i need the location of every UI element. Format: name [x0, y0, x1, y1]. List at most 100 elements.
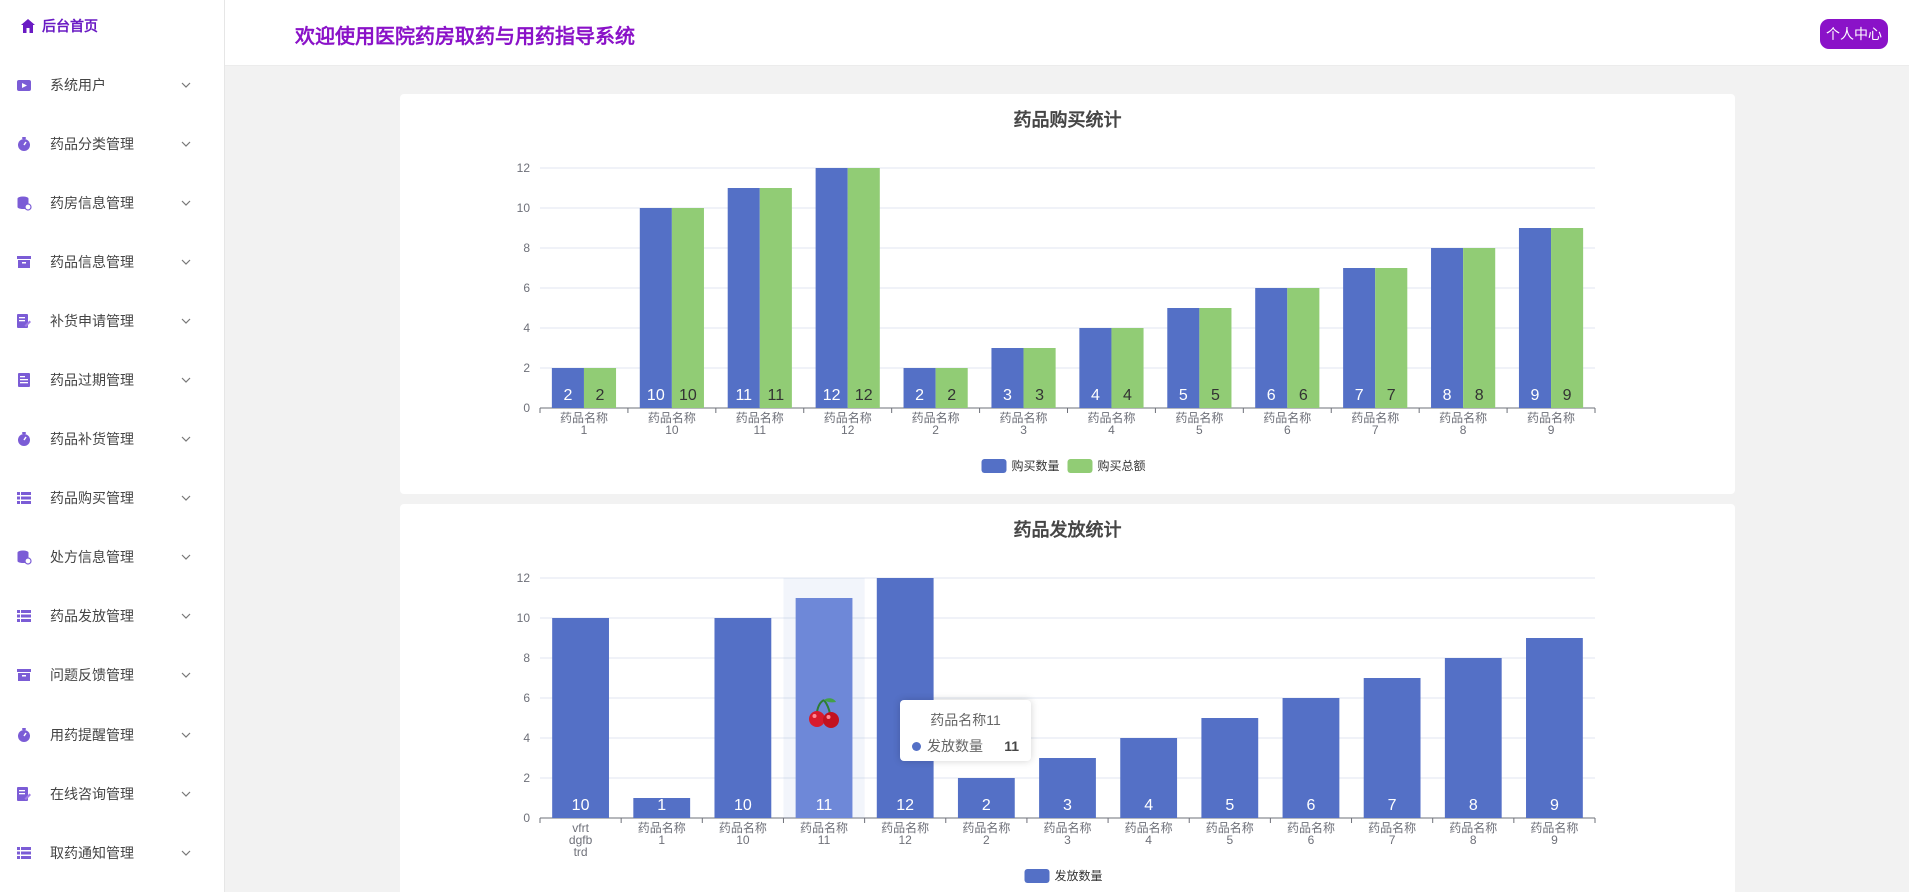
bar	[633, 798, 691, 818]
sidebar-item-medication-reminder[interactable]: 用药提醒管理	[0, 705, 225, 764]
sidebar-item-label: 取药通知管理	[50, 844, 134, 861]
bar	[671, 208, 704, 408]
x-tick-label: 药品名称 6	[1287, 820, 1335, 847]
x-tick-label-line: 药品名称	[1368, 820, 1416, 835]
bar-value-label: 3	[1063, 797, 1072, 814]
x-tick-label: 药品名称 5	[1175, 410, 1223, 437]
x-tick-label-line: 药品名称	[1263, 410, 1311, 425]
sidebar-item-prescription-info[interactable]: 处方信息管理	[0, 528, 225, 587]
sidebar-item-drug-restock[interactable]: 药品补货管理	[0, 410, 225, 469]
sidebar-item-drug-purchase[interactable]: 药品购买管理	[0, 469, 225, 528]
bar	[639, 208, 672, 408]
bar	[1518, 228, 1552, 408]
edit-doc-icon	[17, 313, 31, 328]
chevron-down-icon[interactable]	[180, 197, 192, 209]
x-tick-label-line: 药品名称	[1175, 410, 1223, 425]
chevron-down-icon[interactable]	[180, 256, 192, 268]
sidebar-item-drug-dispense[interactable]: 药品发放管理	[0, 587, 225, 646]
bar-value-label: 2	[982, 797, 991, 814]
bar-value-label: 10	[572, 797, 590, 814]
sidebar-item-label: 问题反馈管理	[50, 667, 134, 684]
sidebar-item-pharmacy-info[interactable]: 药房信息管理	[0, 173, 225, 232]
chevron-down-icon[interactable]	[180, 433, 192, 445]
chevron-down-icon[interactable]	[180, 374, 192, 386]
bar	[1199, 308, 1232, 408]
tooltip-series-name: 发放数量	[927, 738, 983, 754]
x-tick-label: 药品名称 10	[648, 410, 696, 437]
chevron-down-icon[interactable]	[180, 788, 192, 800]
bar-value-label: 12	[896, 797, 914, 814]
sidebar-item-drug-category[interactable]: 药品分类管理	[0, 114, 225, 173]
sidebar-item-system-users[interactable]: 系统用户	[0, 55, 225, 114]
bar	[1287, 288, 1320, 408]
x-tick-label-line: 药品名称	[719, 820, 767, 835]
x-tick-label-line: 1	[658, 833, 665, 847]
bar-value-label: 4	[1144, 797, 1153, 814]
x-tick-label: 药品名称 12	[824, 410, 872, 437]
sidebar-home-link[interactable]: 后台首页	[20, 16, 98, 36]
user-center-button[interactable]: 个人中心	[1820, 19, 1888, 49]
x-tick-label-line: 12	[841, 423, 855, 437]
sidebar-item-drug-expiry[interactable]: 药品过期管理	[0, 350, 225, 409]
bar-value-label: 10	[647, 387, 665, 404]
x-tick-label-line: 10	[665, 423, 679, 437]
x-tick-label-line: 1	[581, 423, 588, 437]
y-tick-label: 2	[523, 361, 530, 375]
bar	[583, 368, 617, 408]
sidebar-item-label: 在线咨询管理	[50, 785, 134, 802]
x-tick-label-line: 5	[1226, 833, 1233, 847]
page-title: 欢迎使用医院药房取药与用药指导系统	[295, 26, 635, 48]
x-tick-label-line: dgfb	[569, 833, 593, 847]
bar	[991, 348, 1024, 408]
bar	[1444, 658, 1502, 818]
chevron-down-icon[interactable]	[180, 669, 192, 681]
bar	[1526, 638, 1583, 818]
bar-value-label: 11	[735, 387, 752, 404]
chevron-down-icon[interactable]	[180, 551, 192, 563]
x-tick-label: 药品名称 5	[1206, 820, 1254, 847]
x-tick-label: 药品名称 3	[1000, 410, 1048, 437]
bar	[1201, 718, 1259, 818]
x-tick-label: 药品名称 8	[1449, 820, 1497, 847]
x-tick-label: 药品名称 8	[1439, 410, 1487, 437]
bar-value-label: 2	[947, 387, 956, 404]
chevron-down-icon[interactable]	[180, 79, 192, 91]
bar	[1363, 678, 1421, 818]
x-tick-label-line: 11	[818, 833, 831, 847]
bar	[847, 168, 880, 408]
bar	[1023, 348, 1056, 408]
sidebar-item-online-consult[interactable]: 在线咨询管理	[0, 764, 225, 823]
x-tick-label-line: 药品名称	[962, 820, 1010, 835]
bar	[727, 188, 760, 408]
list-icon	[17, 610, 31, 623]
x-tick-label-line: 2	[932, 423, 939, 437]
sidebar-item-pickup-notice[interactable]: 取药通知管理	[0, 823, 225, 882]
sidebar-item-feedback[interactable]: 问题反馈管理	[0, 646, 225, 705]
chevron-down-icon[interactable]	[180, 492, 192, 504]
bar	[815, 168, 848, 408]
bar-value-label: 11	[768, 387, 785, 404]
sidebar-item-drug-info[interactable]: 药品信息管理	[0, 232, 225, 291]
y-tick-label: 8	[523, 241, 530, 255]
sidebar-item-restock-request[interactable]: 补货申请管理	[0, 291, 225, 350]
database-icon	[17, 550, 32, 565]
sidebar-item-label: 药房信息管理	[50, 194, 134, 211]
x-tick-label: 药品名称 7	[1368, 820, 1416, 847]
x-tick-label-line: 药品名称	[824, 410, 872, 425]
chevron-down-icon[interactable]	[180, 315, 192, 327]
x-tick-label: 药品名称 9	[1530, 820, 1578, 847]
x-tick-label-line: 12	[899, 833, 913, 847]
chevron-down-icon[interactable]	[180, 729, 192, 741]
home-icon	[21, 19, 35, 33]
x-tick-label: 药品名称 9	[1527, 410, 1575, 437]
chevron-down-icon[interactable]	[180, 138, 192, 150]
x-tick-label-line: 4	[1145, 833, 1152, 847]
purchase-chart-card: 药品购买统计 0 2 4 6 8 10 12 药品名称 1 2 2 药品名称 10 10 10 药品名称 11 11…	[400, 94, 1735, 494]
chevron-down-icon[interactable]	[180, 847, 192, 859]
list-icon	[17, 492, 31, 505]
chevron-down-icon[interactable]	[180, 610, 192, 622]
x-tick-label-line: 9	[1551, 833, 1558, 847]
x-tick-label-line: 5	[1196, 423, 1203, 437]
bar	[552, 618, 609, 818]
